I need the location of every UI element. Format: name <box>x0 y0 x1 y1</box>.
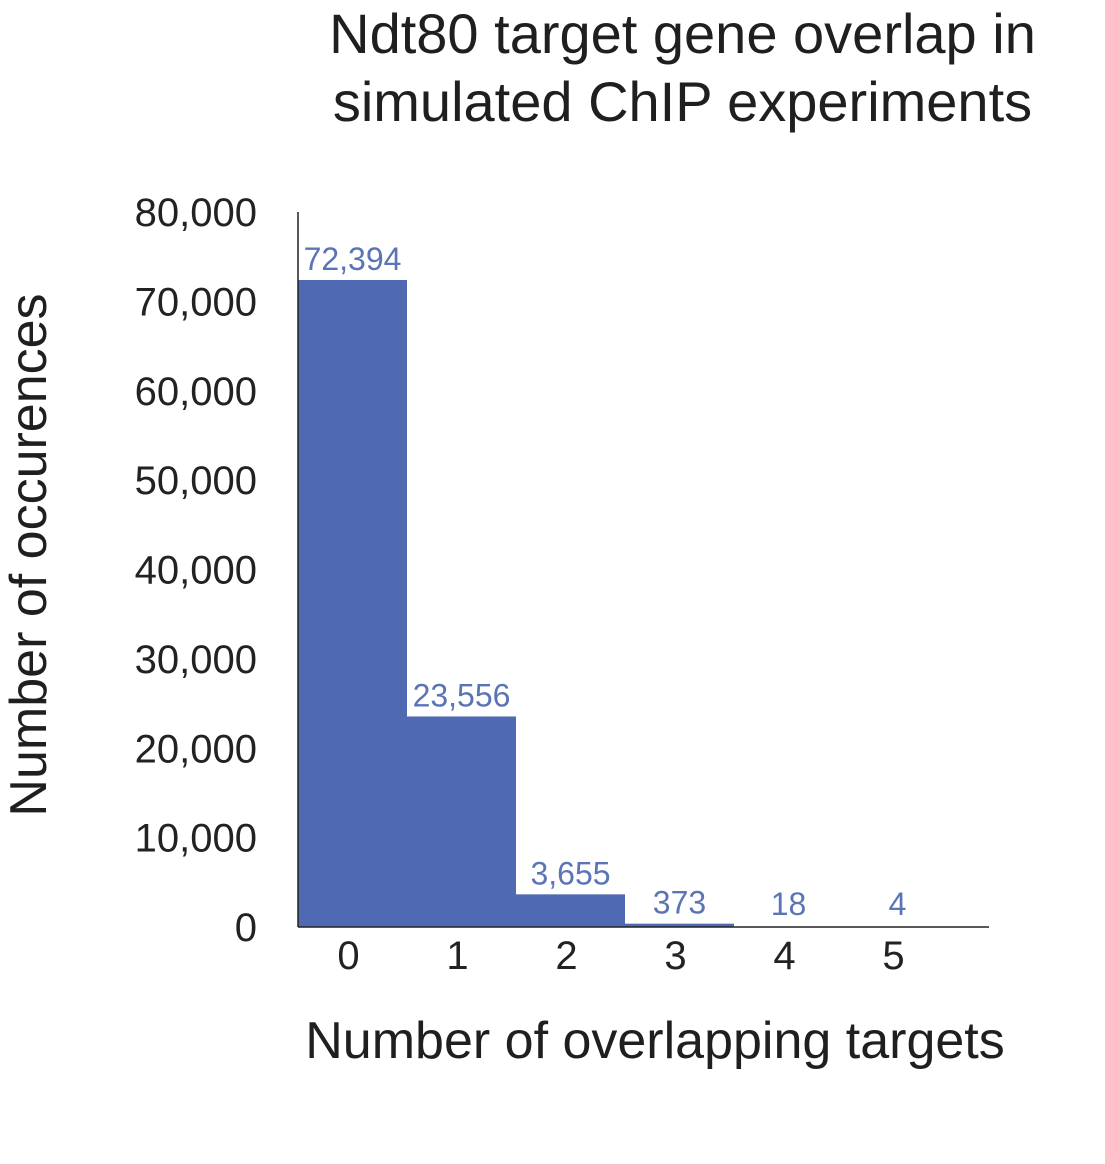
x-tick-4: 4 <box>773 934 795 978</box>
data-label-3: 373 <box>653 885 706 921</box>
y-tick-70000: 70,000 <box>135 280 257 324</box>
x-tick-3: 3 <box>664 934 686 978</box>
y-tick-80000: 80,000 <box>135 191 257 235</box>
bar-1 <box>407 716 516 927</box>
data-label-2: 3,655 <box>530 855 610 891</box>
x-axis-title: Number of overlapping targets <box>305 1012 1005 1070</box>
bar-2 <box>516 894 625 927</box>
x-tick-0: 0 <box>337 934 359 978</box>
data-labels-group: 72,394 23,556 3,655 373 18 4 <box>304 241 907 922</box>
y-tick-30000: 30,000 <box>135 638 257 682</box>
y-tick-0: 0 <box>235 906 257 950</box>
bar-3 <box>625 923 734 927</box>
chart-title-line-2: simulated ChIP experiments <box>332 70 1033 133</box>
y-axis-title: Number of occurences <box>0 293 58 816</box>
x-tick-5: 5 <box>882 934 904 978</box>
bars-group <box>298 279 952 927</box>
y-tick-40000: 40,000 <box>135 549 257 593</box>
y-tick-20000: 20,000 <box>135 727 257 771</box>
x-tick-1: 1 <box>446 934 468 978</box>
y-tick-labels: 0 10,000 20,000 30,000 40,000 50,000 60,000 70,… <box>135 191 257 950</box>
data-label-5: 4 <box>889 886 907 922</box>
y-tick-10000: 10,000 <box>135 817 257 861</box>
y-tick-60000: 60,000 <box>135 370 257 414</box>
bar-0 <box>298 279 407 927</box>
data-label-4: 18 <box>771 886 807 922</box>
chart-title-line-1: Ndt80 target gene overlap in <box>329 2 1036 65</box>
x-tick-labels: 0 1 2 3 4 5 <box>337 934 904 978</box>
data-label-1: 23,556 <box>413 677 511 713</box>
chart-title: Ndt80 target gene overlap in simulated C… <box>300 0 1065 136</box>
y-tick-50000: 50,000 <box>135 459 257 503</box>
x-tick-2: 2 <box>555 934 577 978</box>
data-label-0: 72,394 <box>304 241 402 277</box>
